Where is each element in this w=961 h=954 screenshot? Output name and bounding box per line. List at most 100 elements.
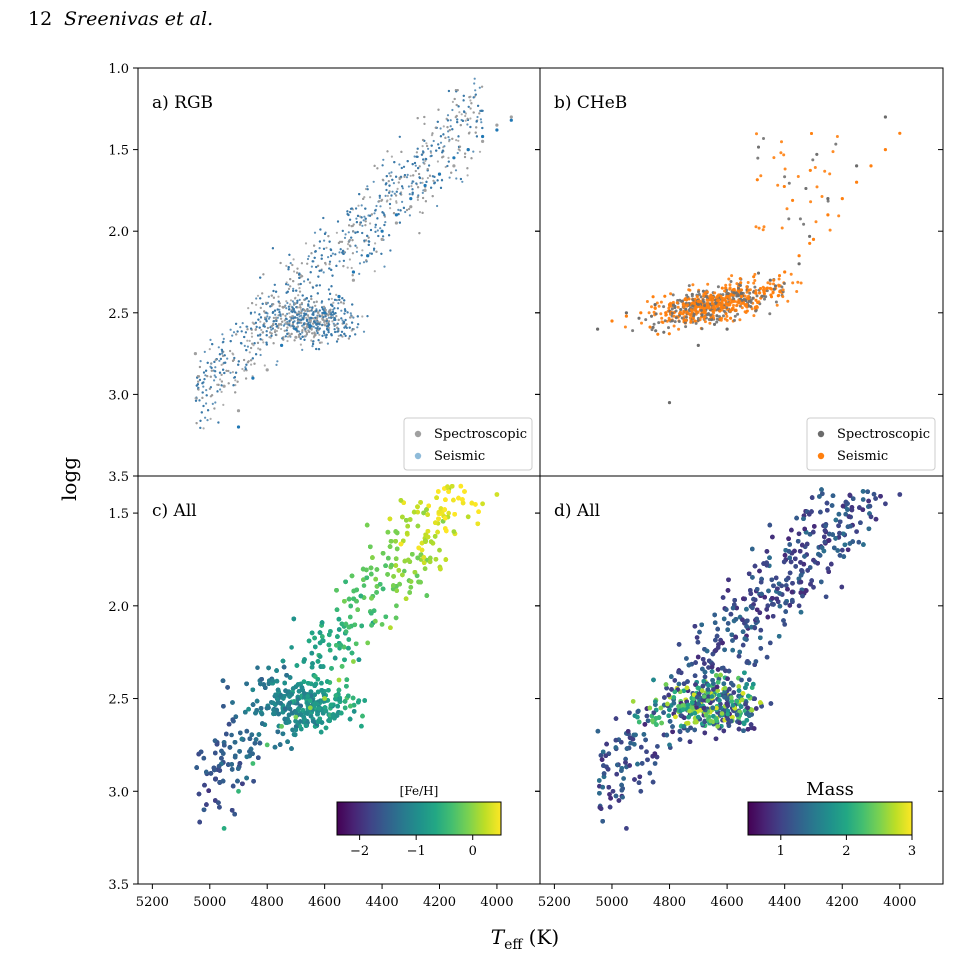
cloud-point bbox=[693, 297, 697, 301]
cloud-point bbox=[422, 151, 425, 154]
cloud-point bbox=[778, 274, 781, 278]
cloud-point bbox=[313, 231, 317, 234]
cloud-point bbox=[723, 298, 727, 302]
cloud-point bbox=[206, 419, 209, 422]
cloud-point bbox=[322, 305, 326, 308]
cloud-point bbox=[778, 290, 782, 294]
cloud-point bbox=[352, 316, 355, 319]
cloud-point bbox=[713, 291, 717, 295]
cloud-point bbox=[259, 306, 262, 309]
cloud-point bbox=[280, 327, 283, 331]
cloud-point bbox=[277, 326, 280, 329]
cloud-point bbox=[659, 300, 663, 304]
cloud-point bbox=[327, 314, 330, 317]
cloud-point bbox=[318, 240, 321, 243]
cloud-point bbox=[305, 297, 308, 300]
cloud-point bbox=[259, 353, 262, 357]
cloud-point bbox=[390, 171, 393, 174]
cloud-point bbox=[194, 399, 198, 402]
cloud-point bbox=[274, 329, 277, 332]
cloud-point bbox=[757, 145, 760, 149]
cloud-point bbox=[787, 181, 791, 185]
cloud-point bbox=[390, 155, 393, 158]
cloud-point bbox=[259, 320, 262, 323]
cloud-point bbox=[455, 114, 458, 118]
cloud-point bbox=[402, 206, 405, 209]
cloud-point bbox=[750, 307, 754, 311]
cloud-point bbox=[344, 233, 347, 236]
cloud-point bbox=[283, 319, 286, 322]
cloud-point bbox=[287, 268, 290, 271]
cloud-point bbox=[684, 325, 688, 329]
cloud-point bbox=[231, 359, 235, 362]
cloud-point bbox=[250, 327, 253, 330]
cloud-point bbox=[762, 292, 766, 296]
page-number: 12 bbox=[28, 8, 53, 30]
cloud-point bbox=[298, 287, 301, 290]
cloud-point bbox=[361, 224, 364, 227]
cloud-point bbox=[220, 380, 223, 383]
cloud-point bbox=[348, 258, 351, 261]
cloud-point bbox=[253, 311, 256, 314]
cloud-point bbox=[321, 313, 324, 317]
cloud-point bbox=[304, 322, 307, 325]
cloud-point bbox=[404, 210, 407, 214]
cloud-point bbox=[430, 144, 433, 147]
cloud-point bbox=[290, 318, 293, 321]
cloud-point bbox=[346, 210, 349, 213]
cloud-point bbox=[408, 207, 411, 211]
cloud-point bbox=[706, 282, 710, 286]
cloud-point bbox=[435, 149, 438, 152]
cloud-point bbox=[429, 151, 433, 154]
cloud-point bbox=[325, 246, 328, 249]
cloud-point bbox=[730, 308, 734, 312]
cloud-point bbox=[456, 118, 459, 121]
cloud-point bbox=[463, 110, 466, 114]
cloud-point bbox=[272, 296, 275, 299]
cloud-point bbox=[380, 199, 383, 202]
cloud-point bbox=[252, 344, 255, 347]
cloud-point bbox=[335, 231, 338, 234]
cloud-point bbox=[269, 331, 272, 334]
cloud-point bbox=[275, 333, 278, 337]
cloud-point bbox=[233, 356, 236, 360]
cloud-point bbox=[395, 200, 398, 203]
cloud-point bbox=[781, 288, 785, 292]
cloud-point bbox=[299, 282, 302, 286]
cloud-point bbox=[650, 305, 653, 309]
cloud-point bbox=[231, 334, 234, 337]
cloud-point bbox=[298, 335, 301, 338]
cloud-point bbox=[196, 375, 199, 378]
cloud-point bbox=[311, 332, 314, 335]
cloud-point bbox=[820, 195, 824, 198]
cloud-point bbox=[327, 328, 330, 332]
cloud-point bbox=[352, 328, 355, 331]
cloud-point bbox=[736, 294, 740, 298]
cloud-point bbox=[351, 224, 354, 228]
cloud-point bbox=[671, 293, 675, 297]
cloud-point bbox=[229, 328, 232, 331]
cloud-point bbox=[333, 324, 336, 327]
cloud-point bbox=[789, 272, 793, 276]
cloud-point bbox=[401, 200, 404, 203]
cloud-point bbox=[240, 330, 243, 333]
cloud-point bbox=[257, 347, 260, 350]
cloud-point bbox=[217, 421, 220, 424]
cloud-point bbox=[654, 329, 658, 333]
cloud-point bbox=[464, 152, 467, 155]
cloud-point bbox=[674, 316, 678, 320]
cloud-point bbox=[405, 208, 409, 212]
cloud-point bbox=[276, 316, 279, 319]
cloud-point bbox=[733, 318, 736, 322]
cloud-point bbox=[286, 320, 289, 324]
cloud-point bbox=[313, 244, 316, 247]
cloud-point bbox=[333, 317, 336, 320]
cloud-point bbox=[325, 322, 329, 325]
cloud-point bbox=[199, 426, 202, 429]
cloud-point bbox=[300, 311, 303, 314]
cloud-point bbox=[710, 318, 713, 322]
cloud-point bbox=[290, 332, 293, 336]
cloud-point bbox=[687, 284, 691, 288]
cloud-point bbox=[210, 366, 213, 369]
cloud-point bbox=[670, 307, 674, 311]
